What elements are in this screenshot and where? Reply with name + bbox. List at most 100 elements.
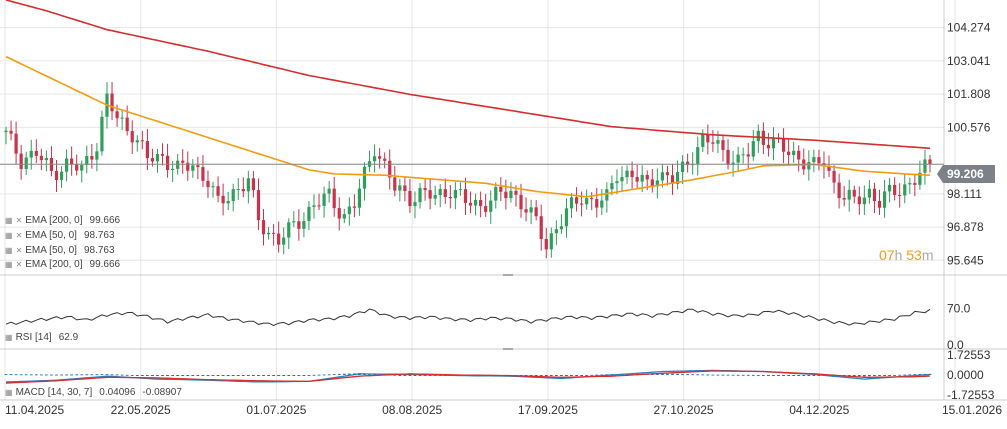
legend-ema50-b[interactable]: ▦ ✕ EMA [50, 0] 98.763 — [5, 245, 115, 256]
indicator-settings-icon[interactable]: ▦ — [5, 246, 13, 255]
candle — [494, 186, 498, 201]
macd-histogram-bar — [231, 375, 235, 376]
candle — [918, 172, 922, 185]
candle — [150, 158, 155, 162]
current-price-label: 99.206 — [937, 165, 995, 183]
macd-histogram-bar — [241, 375, 245, 376]
ema50-line — [5, 55, 931, 198]
candle — [292, 221, 296, 223]
candle — [559, 226, 564, 230]
macd-histogram-bar — [868, 375, 871, 377]
macd-histogram-bar — [100, 374, 104, 376]
macd-histogram-bar — [70, 374, 74, 376]
macd-histogram-bar — [75, 374, 79, 376]
candle — [792, 150, 796, 156]
macd-histogram-bar — [327, 374, 331, 376]
candle — [181, 160, 185, 163]
close-icon[interactable]: ✕ — [15, 216, 23, 225]
macd-histogram-bar — [342, 373, 346, 375]
legend-ema50-a[interactable]: ▦ ✕ EMA [50, 0] 98.763 — [5, 230, 115, 241]
macd-histogram-bar — [676, 373, 679, 375]
candle — [282, 237, 286, 245]
close-icon[interactable]: ✕ — [15, 260, 23, 269]
macd-histogram-bar — [913, 374, 917, 376]
candle — [655, 180, 659, 187]
macd-histogram-bar — [95, 374, 99, 376]
candle — [781, 138, 786, 152]
close-icon[interactable]: ✕ — [15, 246, 23, 255]
indicator-settings-icon[interactable]: ▦ — [5, 260, 13, 269]
candle — [393, 177, 397, 191]
macd-histogram-bar — [216, 375, 220, 376]
legend-ema200-a[interactable]: ▦ ✕ EMA [200, 0] 99.666 — [5, 215, 120, 226]
pane-resize-handle — [503, 274, 513, 276]
candle — [90, 155, 94, 160]
macd-histogram-bar — [595, 374, 599, 376]
macd-histogram-bar — [590, 374, 594, 376]
candle — [342, 214, 346, 219]
candle — [574, 197, 579, 204]
macd-histogram-bar — [772, 375, 775, 376]
candle — [827, 166, 831, 171]
candle — [539, 216, 543, 240]
macd-histogram-bar — [302, 375, 306, 376]
candle — [4, 130, 8, 133]
countdown-h-unit: h — [894, 247, 903, 263]
candle — [458, 189, 463, 191]
candle — [100, 116, 104, 152]
macd-histogram-bar — [65, 374, 68, 376]
macd-histogram-bar — [716, 374, 720, 376]
legend-rsi[interactable]: ▦ RSI [14] 62.9 — [5, 332, 78, 343]
candle — [882, 191, 887, 208]
candle — [357, 188, 362, 208]
indicator-settings-icon[interactable]: ▦ — [5, 231, 13, 240]
macd-line — [5, 369, 931, 383]
macd-histogram-bar — [802, 375, 806, 376]
macd-histogram-bar — [731, 374, 735, 376]
candle — [610, 183, 614, 190]
macd-histogram-bar — [918, 373, 922, 375]
y-tick-label: 98.111 — [947, 187, 982, 201]
macd-histogram-bar — [130, 375, 134, 376]
legend-ema200-b[interactable]: ▦ ✕ EMA [200, 0] 99.666 — [5, 259, 120, 270]
candle — [549, 233, 553, 250]
candle — [635, 177, 639, 182]
candle — [898, 195, 902, 197]
indicator-settings-icon[interactable]: ▦ — [5, 333, 13, 342]
candle — [675, 172, 680, 184]
candle — [832, 170, 836, 183]
candle — [736, 154, 740, 163]
macd-histogram-bar — [726, 374, 730, 376]
close-icon[interactable]: ✕ — [15, 231, 23, 240]
macd-histogram-bar — [575, 375, 578, 376]
macd-histogram-bar — [398, 375, 402, 376]
candle — [216, 186, 220, 196]
rsi-tick-label: 0.0 — [947, 338, 964, 352]
candle — [347, 206, 351, 215]
candle — [711, 142, 715, 144]
macd-histogram-bar — [873, 375, 876, 376]
macd-histogram-bar — [403, 375, 407, 376]
indicator-settings-icon[interactable]: ▦ — [5, 216, 13, 225]
candle — [135, 140, 139, 143]
candle — [670, 175, 675, 184]
indicator-settings-icon[interactable]: ▦ — [5, 388, 13, 397]
legend-macd[interactable]: ▦ MACD [14, 30, 7] 0.04096 -0.08907 — [5, 387, 182, 398]
candle — [251, 178, 256, 191]
macd-histogram-bar — [711, 374, 715, 376]
macd-histogram-bar — [60, 374, 63, 376]
macd-histogram-bar — [4, 374, 8, 376]
candle — [24, 157, 28, 169]
x-tick-label: 11.04.2025 — [5, 403, 64, 417]
macd-histogram-bar — [226, 375, 230, 376]
candle — [125, 117, 129, 132]
candle — [514, 190, 518, 195]
macd-histogram-bar — [166, 375, 169, 376]
candle — [595, 198, 599, 208]
legend-value-2: -0.08907 — [142, 387, 182, 398]
y-tick-label: 95.645 — [947, 253, 984, 267]
candle — [408, 190, 412, 207]
rsi-tick-label: 70.0 — [947, 302, 971, 316]
